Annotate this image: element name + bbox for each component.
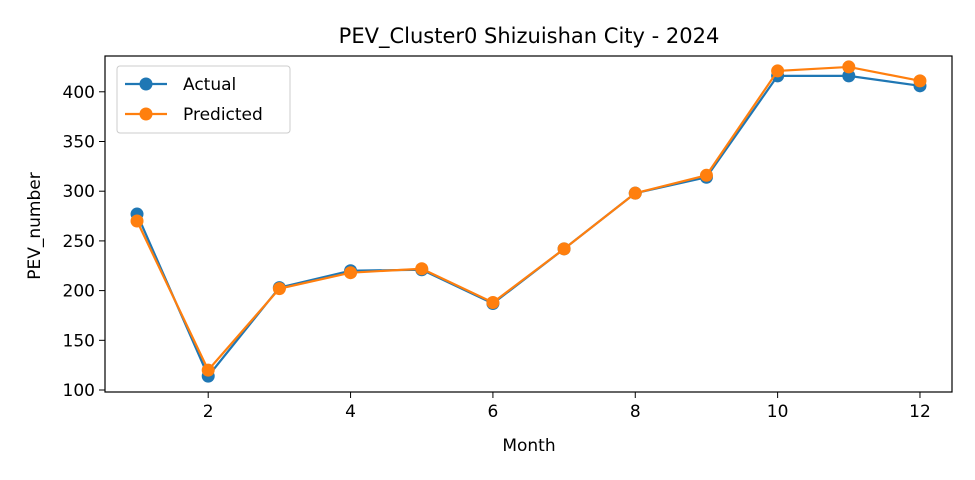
data-point-predicted — [913, 74, 927, 88]
y-tick-label: 200 — [63, 282, 95, 302]
chart-title: PEV_Cluster0 Shizuishan City - 2024 — [339, 24, 720, 49]
data-point-predicted — [130, 214, 144, 228]
data-point-predicted — [415, 262, 429, 276]
data-point-predicted — [842, 60, 856, 74]
y-tick-label: 100 — [63, 381, 95, 401]
series-predicted — [130, 60, 927, 377]
data-point-predicted — [486, 296, 500, 310]
y-axis-label: PEV_number — [25, 172, 45, 279]
y-tick-label: 250 — [63, 232, 95, 252]
series-line-predicted — [136, 65, 921, 373]
legend-item-predicted: Predicted — [125, 105, 263, 125]
x-axis-label: Month — [502, 436, 555, 456]
y-axis: 100 150 200 250 300 350 400 — [63, 83, 105, 401]
y-tick-label: 150 — [63, 331, 95, 351]
legend-item-actual: Actual — [125, 75, 236, 95]
data-point-predicted — [272, 282, 286, 296]
x-tick-label: 12 — [909, 402, 931, 422]
x-tick-label: 4 — [345, 402, 356, 422]
data-point-predicted — [201, 363, 215, 377]
data-point-actual — [842, 69, 856, 83]
legend-marker — [139, 77, 153, 91]
plot-area-frame — [104, 55, 953, 393]
data-point-predicted — [628, 186, 642, 200]
y-tick-label: 300 — [63, 182, 95, 202]
data-point-predicted — [699, 168, 713, 182]
x-tick-label: 10 — [767, 402, 789, 422]
x-tick-label: 6 — [487, 402, 498, 422]
x-axis: 2 4 6 8 10 12 — [203, 392, 931, 422]
legend-box — [116, 65, 291, 134]
y-tick-label: 350 — [63, 132, 95, 152]
data-point-predicted — [344, 266, 358, 280]
x-tick-label: 2 — [203, 402, 214, 422]
data-point-predicted — [771, 64, 785, 78]
series-layer — [130, 60, 927, 383]
legend-marker — [139, 107, 153, 121]
x-tick-label: 8 — [630, 402, 641, 422]
legend: Actual Predicted — [116, 65, 291, 134]
legend-label: Predicted — [183, 105, 263, 125]
legend-label: Actual — [183, 75, 236, 95]
data-point-predicted — [557, 242, 571, 256]
y-tick-label: 400 — [63, 83, 95, 103]
